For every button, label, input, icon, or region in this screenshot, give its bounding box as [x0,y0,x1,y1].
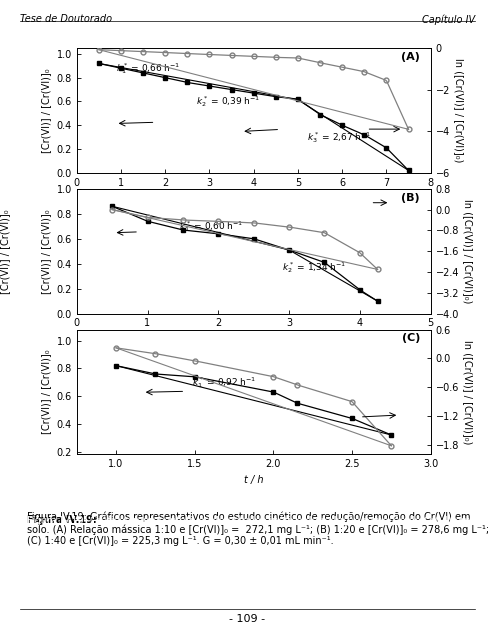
Text: Tese de Doutorado: Tese de Doutorado [20,14,112,24]
X-axis label: t / h: t / h [244,475,263,485]
Y-axis label: ln ([Cr(VI)] / [Cr(VI)]₀): ln ([Cr(VI)] / [Cr(VI)]₀) [454,58,464,163]
Text: (A): (A) [401,52,420,61]
Text: (C): (C) [401,333,420,343]
Text: $k_3^*$ = 2,67 h$^{-1}$: $k_3^*$ = 2,67 h$^{-1}$ [307,130,371,145]
Text: Figura IV.19: Gráficos representativos do estudo cinético de redução/remoção do : Figura IV.19: Gráficos representativos d… [27,515,495,525]
Text: (B): (B) [401,193,420,202]
Text: $k_1^*$ = 0,66 h$^{-1}$: $k_1^*$ = 0,66 h$^{-1}$ [116,61,180,76]
Text: Figura IV.19: Gráficos representativos do estudo cinético de redução/remoção do : Figura IV.19: Gráficos representativos d… [27,512,493,547]
Text: $k_2^*$ = 0,39 h$^{-1}$: $k_2^*$ = 0,39 h$^{-1}$ [196,94,261,109]
Y-axis label: ln ([Cr(VI)] / [Cr(VI)]₀): ln ([Cr(VI)] / [Cr(VI)]₀) [463,199,473,303]
Text: Figura IV.19:: Figura IV.19: [27,515,97,525]
Y-axis label: ln ([Cr(VI)] / [Cr(VI)]₀): ln ([Cr(VI)] / [Cr(VI)]₀) [463,340,473,444]
Text: $k_2^*$ = 1,34 h$^{-1}$: $k_2^*$ = 1,34 h$^{-1}$ [282,260,346,275]
Text: - 109 -: - 109 - [230,614,265,624]
Text: Capítulo IV: Capítulo IV [422,14,475,24]
Text: [Cr(VI)] / [Cr(VI)]₀: [Cr(VI)] / [Cr(VI)]₀ [0,209,10,294]
Y-axis label: [Cr(VI)] / [Cr(VI)]₀: [Cr(VI)] / [Cr(VI)]₀ [41,68,51,153]
Y-axis label: [Cr(VI)] / [Cr(VI)]₀: [Cr(VI)] / [Cr(VI)]₀ [41,349,51,435]
Text: $k_1^*$ = 0,60 h$^{-1}$: $k_1^*$ = 0,60 h$^{-1}$ [179,219,244,234]
Y-axis label: [Cr(VI)] / [Cr(VI)]₀: [Cr(VI)] / [Cr(VI)]₀ [41,209,51,294]
Text: $k_1^*$ = 0,92 h$^{-1}$: $k_1^*$ = 0,92 h$^{-1}$ [192,376,256,390]
